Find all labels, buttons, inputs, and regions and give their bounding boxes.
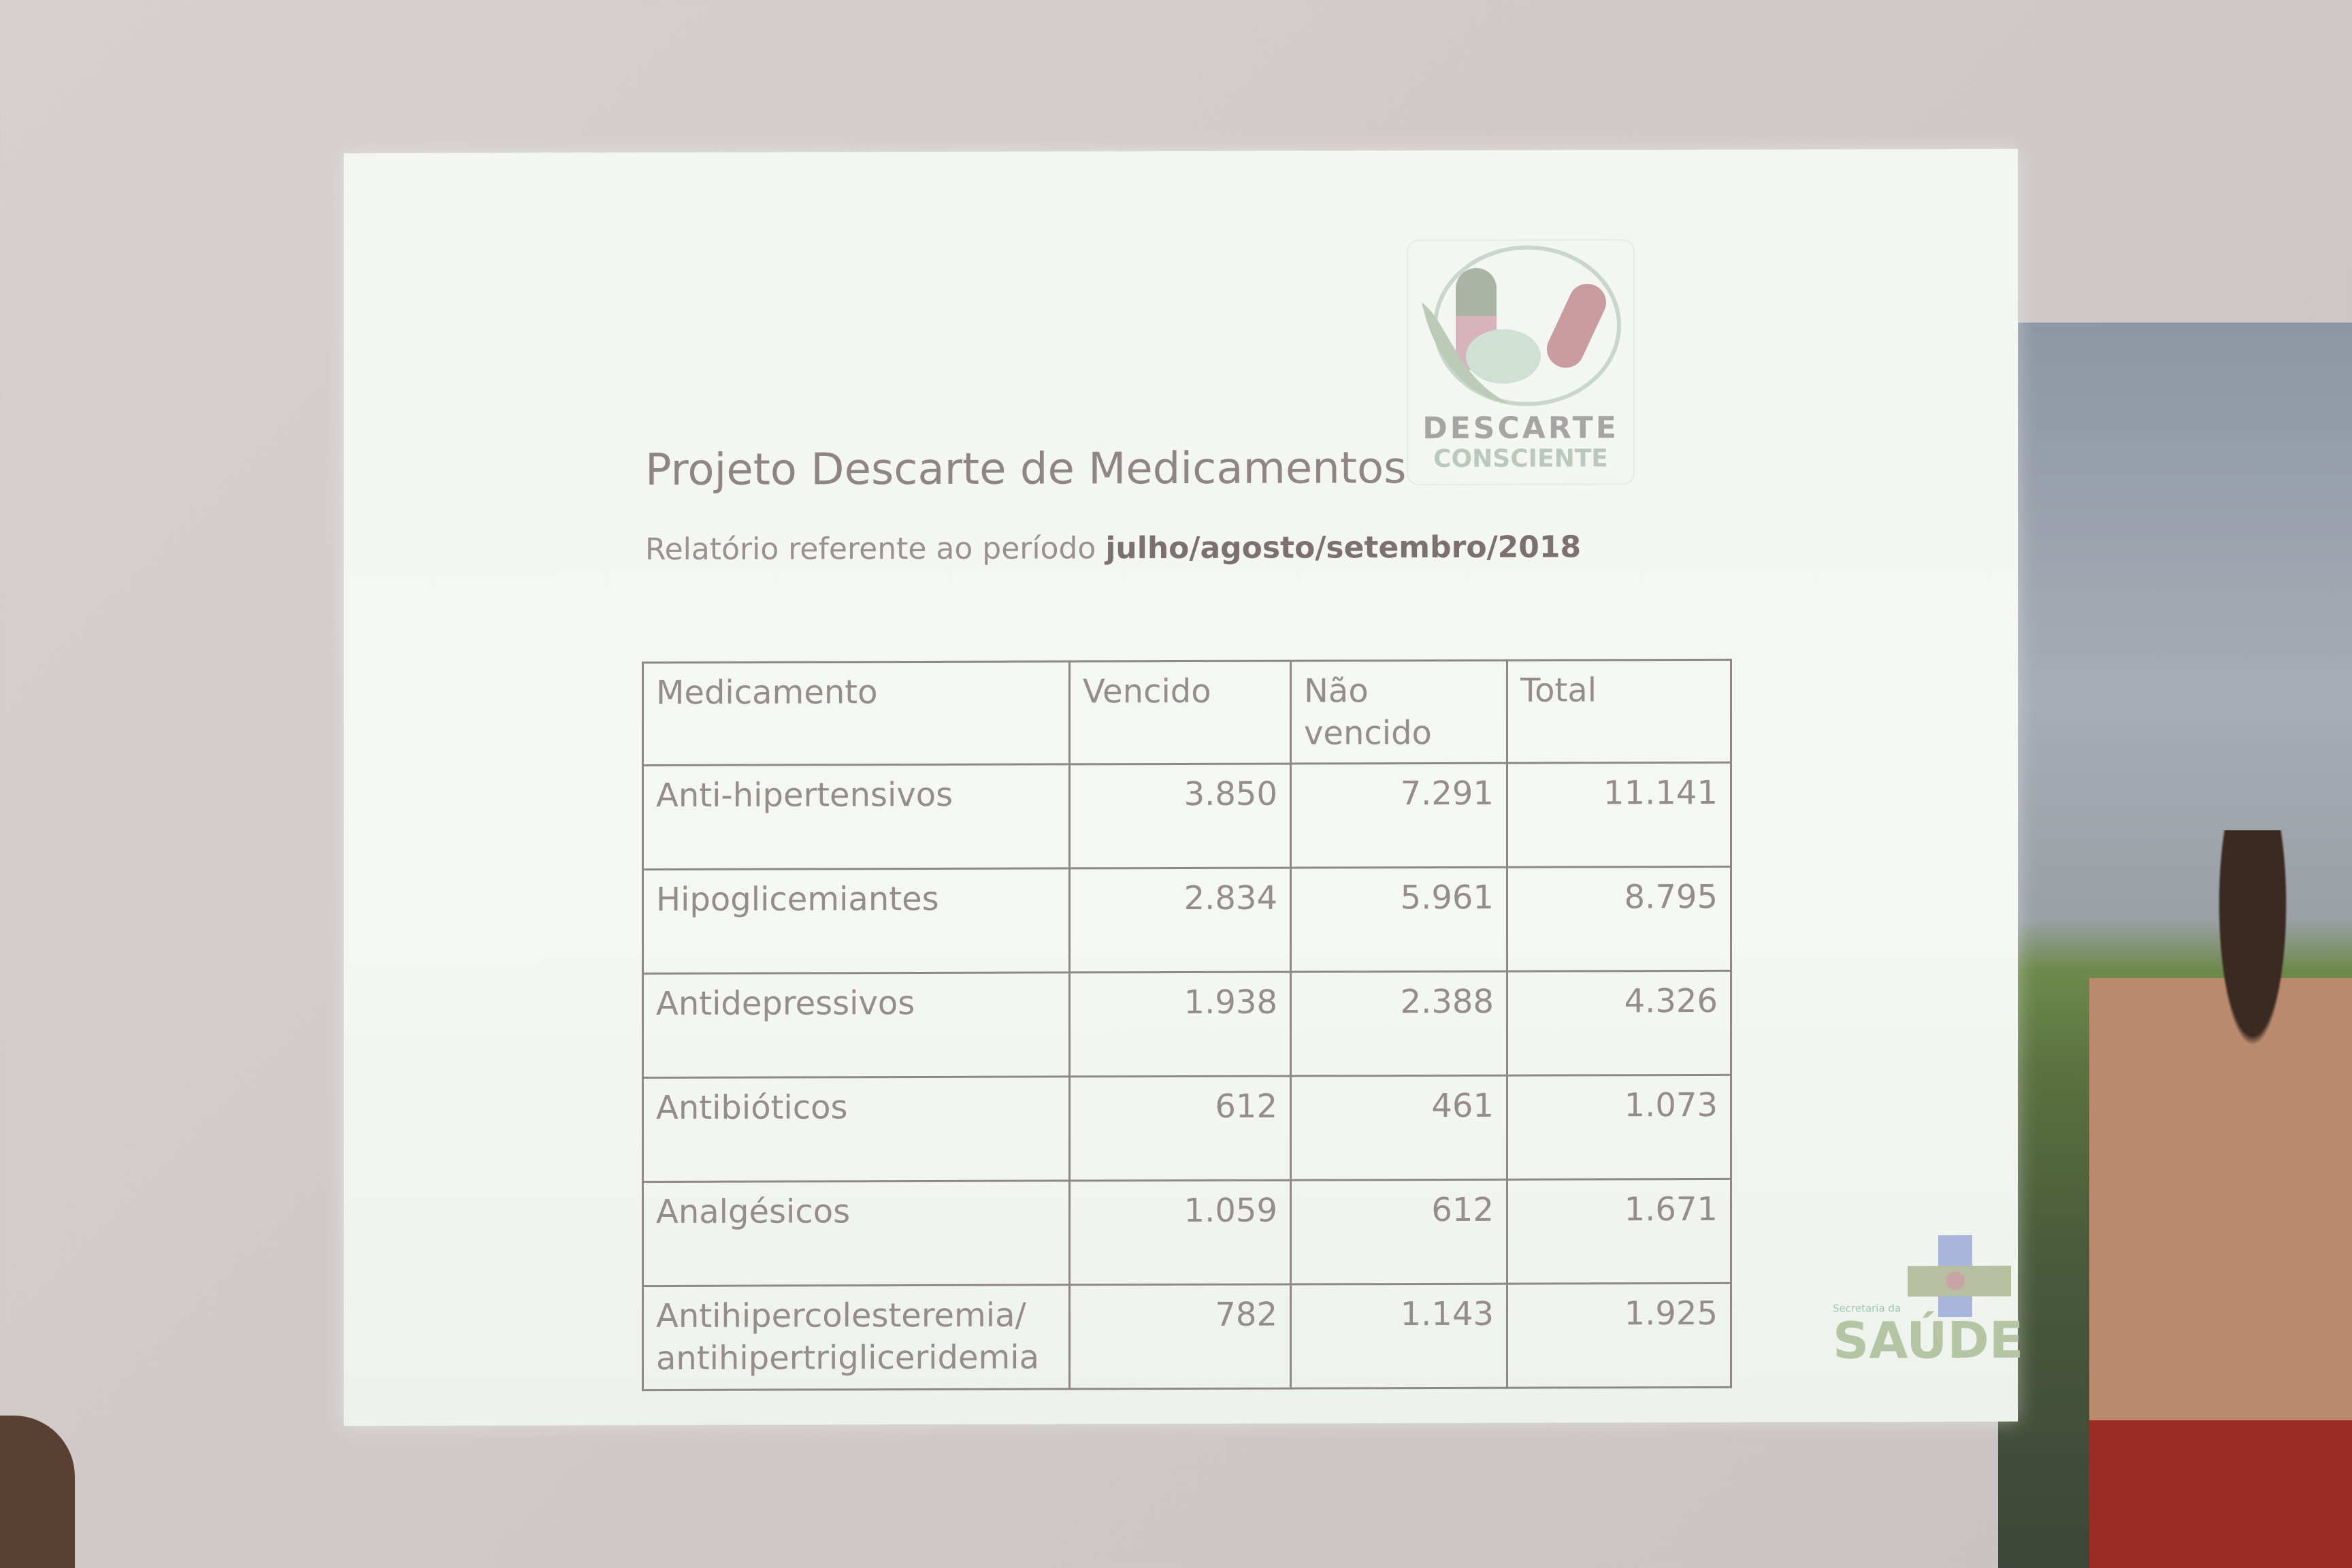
table-row: Antihipercolesteremia/ antihipertriglice… — [642, 1283, 1731, 1390]
cell-vencido: 2.834 — [1069, 868, 1291, 973]
cell-nao-vencido: 1.143 — [1290, 1284, 1507, 1389]
table-header-row: Medicamento Vencido Não vencido Total — [642, 659, 1731, 766]
table-row: Antibióticos 612 461 1.073 — [642, 1075, 1731, 1182]
cell-name: Antihipercolesteremia/ antihipertriglice… — [642, 1284, 1070, 1390]
saude-logo-line2: SAÚDE — [1833, 1311, 2024, 1371]
cell-vencido: 1.059 — [1069, 1180, 1291, 1285]
cell-nao-vencido: 461 — [1290, 1075, 1507, 1181]
cell-nao-vencido: 612 — [1290, 1179, 1507, 1285]
secretaria-saude-logo: Secretaria da SAÚDE — [1833, 1235, 2023, 1370]
cell-total: 1.073 — [1507, 1075, 1731, 1180]
header-vencido: Vencido — [1069, 661, 1291, 764]
table-row: Antidepressivos 1.938 2.388 4.326 — [642, 970, 1731, 1078]
cell-vencido: 1.938 — [1069, 972, 1291, 1077]
projected-slide: DESCARTE CONSCIENTE Projeto Descarte de … — [344, 148, 2023, 1426]
logo-text-line1: DESCARTE — [1422, 410, 1619, 446]
cell-vencido: 782 — [1069, 1284, 1291, 1389]
header-nao-vencido: Não vencido — [1290, 660, 1507, 764]
header-total: Total — [1507, 659, 1731, 764]
cell-total: 4.326 — [1507, 970, 1731, 1076]
cell-total: 8.795 — [1507, 866, 1731, 972]
cell-total: 1.671 — [1507, 1179, 1731, 1284]
cross-icon — [1908, 1235, 2011, 1318]
logo-text-line2: CONSCIENTE — [1433, 444, 1608, 474]
subtitle-prefix: Relatório referente ao período — [645, 531, 1096, 568]
cell-vencido: 3.850 — [1069, 764, 1291, 868]
painting-figure — [2089, 830, 2352, 1568]
cell-name: Antidepressivos — [642, 972, 1070, 1078]
cell-vencido: 612 — [1069, 1076, 1291, 1181]
cell-name: Anti-hipertensivos — [642, 764, 1070, 870]
slide-subtitle: Relatório referente ao período julho/ago… — [645, 529, 1581, 567]
cell-nao-vencido: 2.388 — [1290, 971, 1507, 1077]
audience-head — [0, 1416, 75, 1568]
medication-table: Medicamento Vencido Não vencido Total An… — [642, 659, 1732, 1391]
cell-nao-vencido: 5.961 — [1290, 867, 1507, 973]
table-row: Analgésicos 1.059 612 1.671 — [642, 1179, 1731, 1286]
header-medicamento: Medicamento — [642, 661, 1070, 766]
cell-name: Antibióticos — [642, 1076, 1070, 1182]
cell-total: 11.141 — [1507, 762, 1731, 868]
cell-total: 1.925 — [1507, 1283, 1731, 1388]
table-row: Anti-hipertensivos 3.850 7.291 11.141 — [642, 762, 1731, 870]
cell-name: Hipoglicemiantes — [642, 868, 1070, 974]
table-row: Hipoglicemiantes 2.834 5.961 8.795 — [642, 866, 1731, 974]
descarte-consciente-logo: DESCARTE CONSCIENTE — [1407, 239, 1635, 486]
cell-nao-vencido: 7.291 — [1290, 763, 1507, 868]
subtitle-period: julho/agosto/setembro/2018 — [1105, 529, 1582, 566]
slide-title: Projeto Descarte de Medicamentos — [645, 443, 1407, 496]
cell-name: Analgésicos — [642, 1180, 1070, 1286]
pill-leaf-icon — [1422, 245, 1621, 406]
